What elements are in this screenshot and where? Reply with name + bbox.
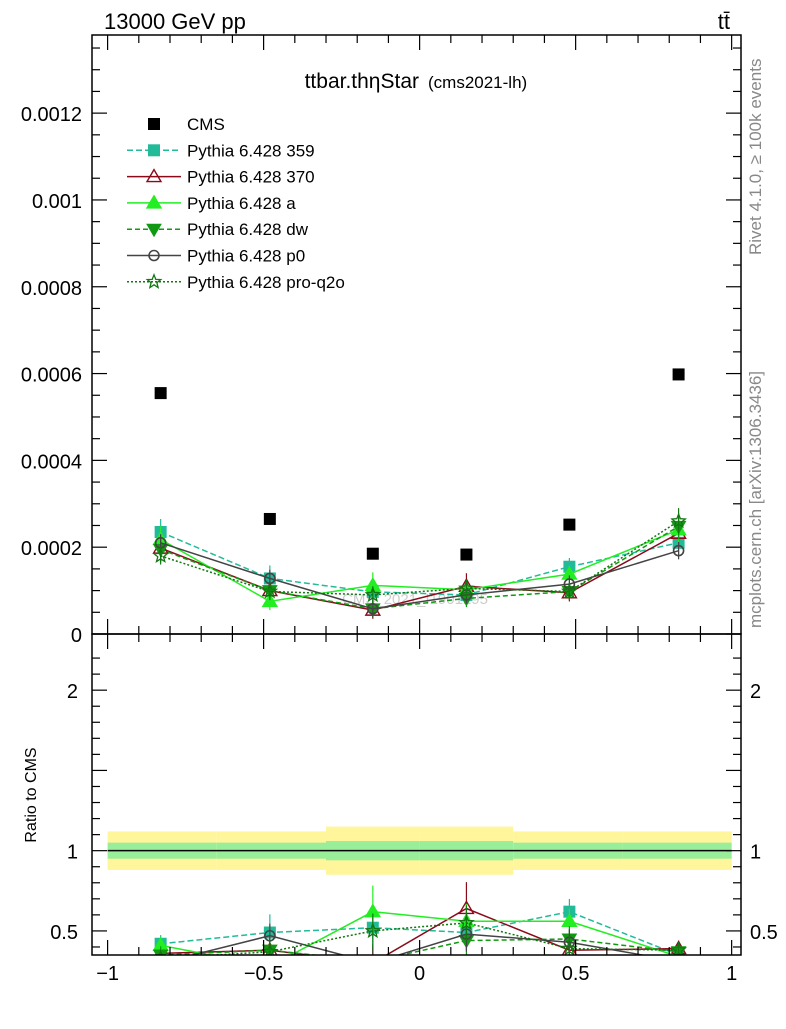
legend-entry: Pythia 6.428 a bbox=[127, 194, 296, 213]
legend-entry: Pythia 6.428 dw bbox=[127, 220, 309, 239]
series-3-point bbox=[261, 593, 279, 608]
legend-label: Pythia 6.428 pro-q2o bbox=[187, 273, 345, 292]
legend-marker bbox=[145, 273, 163, 289]
legend-entry: Pythia 6.428 pro-q2o bbox=[127, 273, 345, 292]
legend-label: Pythia 6.428 a bbox=[187, 194, 296, 213]
series-4-ratio-point bbox=[366, 956, 380, 968]
series-6-point bbox=[364, 586, 382, 603]
legend-marker bbox=[148, 118, 160, 130]
ratio-y-tick-label-right: 2 bbox=[750, 681, 761, 703]
y-tick-label: 0.001 bbox=[32, 191, 82, 213]
series-0-point bbox=[563, 518, 576, 531]
chart-subtitle: (cms2021-lh) bbox=[428, 73, 527, 92]
ratio-y-tick-label: 2 bbox=[67, 681, 78, 703]
series-6-point bbox=[670, 512, 688, 529]
series-6-ratio-point bbox=[560, 939, 578, 955]
y-tick-label: 0.0008 bbox=[21, 278, 82, 300]
ratio-y-tick-label-right: 0.5 bbox=[750, 922, 778, 944]
x-tick-label: 1 bbox=[726, 963, 737, 985]
legend-label: Pythia 6.428 dw bbox=[187, 220, 309, 239]
legend-entry: Pythia 6.428 359 bbox=[127, 141, 315, 160]
series-5-main-line bbox=[160, 542, 679, 610]
series-1-main-line bbox=[160, 531, 679, 596]
series-6-ratio-point bbox=[458, 914, 475, 931]
series-0-point bbox=[672, 368, 685, 381]
legend-label: Pythia 6.428 359 bbox=[187, 141, 315, 160]
legend-label: Pythia 6.428 p0 bbox=[187, 247, 305, 266]
ratio-y-tick-label: 1 bbox=[67, 842, 78, 864]
series-5-ratio-point bbox=[674, 956, 684, 966]
series-2-ratio-point bbox=[372, 954, 374, 955]
legend-marker bbox=[146, 223, 162, 238]
series-3-main-line bbox=[160, 529, 679, 603]
ratio-frame bbox=[91, 633, 742, 956]
energy-label: 13000 GeV pp bbox=[104, 9, 246, 34]
series-5-ratio-point bbox=[368, 958, 378, 968]
process-label: tt̄ bbox=[718, 9, 730, 34]
series-6-point bbox=[261, 582, 279, 599]
series-0-point bbox=[366, 547, 379, 560]
ratio-ylabel: Ratio to CMS bbox=[23, 747, 40, 842]
legend-entry: Pythia 6.428 370 bbox=[127, 168, 315, 187]
series-6-ratio-line bbox=[202, 922, 679, 955]
x-tick-label: −1 bbox=[96, 963, 119, 985]
series-6-ratio-point bbox=[364, 922, 382, 939]
series-3-ratio-line bbox=[160, 910, 677, 955]
series-6-point bbox=[458, 579, 475, 596]
ratio-y-tick-label: 0.5 bbox=[50, 922, 78, 944]
legend-marker bbox=[145, 194, 163, 209]
ratio-y-tick-label-right: 1 bbox=[750, 842, 761, 864]
series-0-point bbox=[154, 387, 167, 400]
y-tick-label: 0.0012 bbox=[21, 104, 82, 126]
series-2-main-line bbox=[160, 532, 679, 611]
y-tick-label: 0.0002 bbox=[21, 538, 82, 560]
y-tick-label: 0 bbox=[71, 625, 82, 647]
series-4-main-line bbox=[160, 525, 679, 610]
x-tick-label: 0.5 bbox=[562, 963, 590, 985]
series-0-point bbox=[460, 548, 473, 561]
series-0-point bbox=[263, 512, 276, 525]
x-tick-label: −0.5 bbox=[244, 963, 283, 985]
series-6-point bbox=[152, 547, 169, 563]
chart-title: ttbar.thηStar bbox=[305, 70, 419, 93]
legend-label: CMS bbox=[187, 115, 225, 134]
series-5-point bbox=[367, 603, 379, 615]
series-1-ratio-line bbox=[160, 910, 679, 955]
y-tick-label: 0.0004 bbox=[21, 451, 82, 473]
series-6-ratio-point bbox=[670, 941, 688, 955]
legend-marker bbox=[148, 249, 160, 262]
legend-entry: CMS bbox=[148, 115, 225, 134]
series-5-ratio-point bbox=[156, 958, 166, 968]
legend-entry: Pythia 6.428 p0 bbox=[127, 247, 305, 266]
x-tick-label: 0 bbox=[414, 963, 425, 985]
legend-marker bbox=[145, 168, 163, 183]
legend-label: Pythia 6.428 370 bbox=[187, 168, 315, 187]
mcplots-label: mcplots.cern.ch [arXiv:1306.3436] bbox=[746, 371, 765, 628]
rivet-label: Rivet 4.1.0, ≥ 100k events bbox=[746, 59, 765, 255]
series-5-point bbox=[672, 544, 685, 557]
series-6-point bbox=[561, 582, 578, 599]
series-6-main-line bbox=[160, 520, 680, 596]
legend-marker bbox=[148, 144, 160, 157]
y-tick-label: 0.0006 bbox=[21, 365, 82, 387]
